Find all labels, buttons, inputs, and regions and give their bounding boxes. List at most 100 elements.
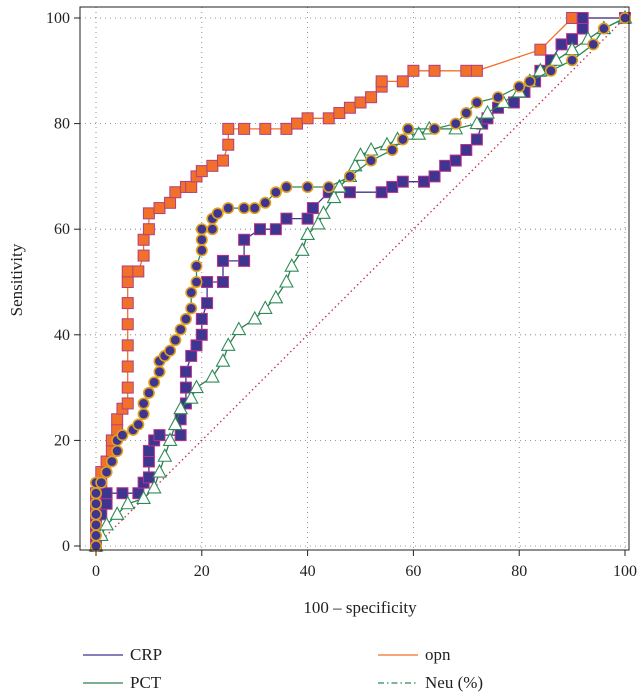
data-point: [137, 233, 150, 246]
data-point: [121, 360, 134, 373]
data-point: [116, 487, 129, 500]
data-point: [253, 223, 266, 236]
legend-item: opn: [378, 645, 451, 664]
data-point: [90, 487, 103, 500]
data-point: [142, 223, 155, 236]
data-point: [280, 180, 293, 193]
data-point: [268, 289, 284, 304]
data-point: [280, 212, 293, 225]
x-axis-title: 100 – specificity: [303, 598, 417, 617]
data-point: [231, 321, 247, 336]
legend-label: Neu (%): [425, 673, 483, 692]
x-tick-label: 80: [511, 563, 527, 580]
legend-item: Neu (%): [378, 673, 483, 692]
data-point: [179, 365, 192, 378]
data-point: [460, 64, 473, 77]
data-point: [222, 202, 235, 215]
data-point: [142, 444, 155, 457]
y-tick-label: 100: [46, 10, 70, 27]
legend-item: CRP: [83, 645, 162, 664]
data-point: [354, 96, 367, 109]
legend-item: PCT: [83, 673, 162, 692]
data-point: [169, 334, 182, 347]
data-point: [333, 107, 346, 120]
data-point: [174, 323, 187, 336]
legend-label: CRP: [130, 645, 162, 664]
y-tick-label: 60: [54, 221, 70, 238]
data-point: [201, 276, 214, 288]
data-point: [99, 516, 115, 531]
data-point: [206, 223, 219, 236]
data-point: [449, 117, 462, 130]
data-point: [190, 339, 203, 352]
data-point: [269, 186, 282, 199]
data-point: [365, 154, 378, 167]
data-point: [322, 112, 335, 125]
data-point: [153, 429, 166, 442]
legend-label: opn: [425, 645, 451, 664]
data-point: [164, 344, 177, 357]
data-point: [460, 107, 473, 120]
data-point: [326, 189, 342, 204]
data-point: [470, 64, 483, 77]
data-point: [566, 12, 579, 24]
data-point: [257, 300, 273, 314]
data-point: [201, 297, 214, 310]
data-point: [121, 339, 134, 352]
data-point: [216, 276, 229, 288]
data-point: [280, 122, 293, 135]
data-point: [480, 104, 495, 119]
data-point: [121, 297, 134, 310]
data-point: [259, 196, 272, 209]
data-point: [121, 276, 134, 288]
data-point: [148, 376, 161, 389]
y-tick-label: 0: [62, 538, 70, 555]
data-point: [95, 476, 108, 489]
data-point: [428, 64, 441, 77]
data-point: [183, 390, 199, 404]
data-point: [121, 318, 134, 331]
data-point: [222, 138, 235, 151]
data-point: [534, 43, 547, 56]
data-point: [291, 117, 304, 130]
data-point: [513, 80, 526, 93]
data-point: [100, 487, 113, 500]
data-point: [121, 265, 134, 278]
series-pct: [88, 9, 633, 552]
data-point: [353, 147, 368, 161]
data-point: [195, 244, 208, 257]
data-point: [402, 122, 415, 135]
data-point: [331, 178, 347, 193]
x-tick-label: 60: [405, 563, 421, 580]
data-point: [190, 260, 203, 273]
data-point: [136, 490, 152, 505]
data-point: [300, 226, 316, 241]
data-point: [576, 12, 589, 24]
data-point: [116, 429, 129, 442]
data-point: [142, 386, 155, 399]
data-point: [375, 186, 388, 199]
data-point: [211, 207, 224, 220]
data-point: [301, 180, 314, 193]
data-point: [185, 349, 198, 362]
data-point: [469, 115, 485, 130]
y-tick-label: 80: [54, 116, 70, 133]
data-point: [185, 180, 198, 193]
data-point: [216, 254, 229, 267]
data-point: [137, 407, 150, 420]
data-point: [555, 38, 568, 51]
y-tick-label: 40: [54, 327, 70, 344]
x-axis-ticks: 0 20 40 60 80 100: [92, 550, 637, 580]
data-point: [566, 54, 579, 67]
data-point: [396, 75, 409, 88]
data-point: [544, 64, 557, 77]
data-point: [179, 312, 192, 325]
data-point: [523, 75, 536, 88]
data-point: [460, 144, 473, 156]
data-point: [597, 22, 610, 35]
data-point: [190, 275, 203, 288]
data-point: [238, 233, 251, 246]
data-point: [238, 202, 251, 215]
data-point: [195, 312, 208, 325]
